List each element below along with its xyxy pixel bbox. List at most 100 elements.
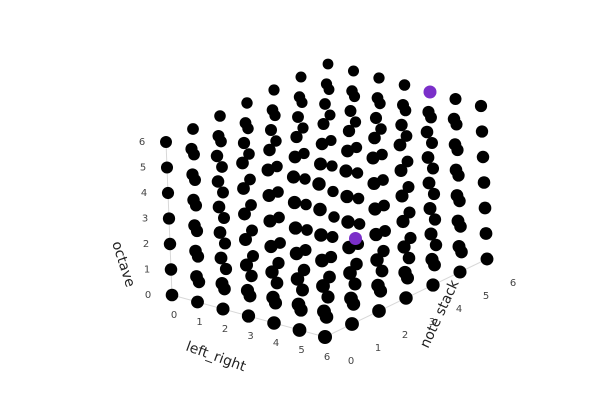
lattice-point[interactable] (371, 92, 384, 104)
lattice-point[interactable] (321, 290, 335, 304)
lattice-point[interactable] (218, 212, 230, 224)
lattice-point[interactable] (325, 134, 337, 147)
lattice-point[interactable] (326, 231, 339, 243)
lattice-point[interactable] (287, 195, 302, 210)
lattice-point[interactable] (370, 253, 384, 267)
lattice-point[interactable] (216, 161, 228, 173)
lattice-point[interactable] (478, 201, 492, 215)
lattice-point[interactable] (314, 157, 327, 171)
lattice-point[interactable] (393, 138, 407, 152)
lattice-point[interactable] (449, 163, 463, 177)
lattice-point[interactable] (345, 317, 359, 331)
lattice-point[interactable] (211, 175, 225, 188)
highlighted-point[interactable] (349, 232, 362, 245)
lattice-point[interactable] (420, 125, 434, 139)
lattice-point[interactable] (164, 263, 178, 276)
lattice-point[interactable] (396, 214, 410, 229)
lattice-point[interactable] (315, 137, 329, 151)
lattice-point[interactable] (289, 246, 304, 261)
lattice-point[interactable] (398, 265, 412, 280)
lattice-point[interactable] (299, 173, 311, 185)
lattice-point[interactable] (474, 99, 488, 113)
lattice-point[interactable] (237, 136, 251, 150)
lattice-point[interactable] (375, 264, 389, 278)
lattice-point[interactable] (426, 278, 440, 292)
lattice-point[interactable] (348, 277, 362, 291)
lattice-point[interactable] (424, 227, 438, 241)
lattice-point[interactable] (369, 111, 383, 125)
lattice-point[interactable] (286, 170, 301, 184)
lattice-point[interactable] (324, 109, 336, 121)
lattice-point[interactable] (422, 105, 435, 119)
lattice-point[interactable] (191, 295, 204, 309)
lattice-point[interactable] (402, 181, 415, 193)
lattice-point[interactable] (423, 202, 437, 215)
lattice-point[interactable] (475, 125, 489, 138)
lattice-point[interactable] (163, 237, 177, 251)
lattice-point[interactable] (371, 278, 385, 293)
lattice-point[interactable] (214, 251, 228, 265)
lattice-point[interactable] (160, 161, 174, 174)
lattice-point[interactable] (165, 288, 179, 302)
lattice-point[interactable] (317, 304, 331, 319)
lattice-point[interactable] (313, 202, 327, 217)
lattice-point[interactable] (368, 202, 382, 216)
highlighted-point[interactable] (423, 85, 437, 99)
lattice-point[interactable] (327, 185, 339, 198)
lattice-point[interactable] (426, 137, 438, 149)
lattice-point[interactable] (368, 131, 381, 145)
lattice-point[interactable] (427, 187, 441, 201)
lattice-point[interactable] (290, 130, 303, 144)
lattice-point[interactable] (265, 265, 279, 279)
lattice-point[interactable] (210, 149, 224, 163)
lattice-point[interactable] (212, 200, 226, 214)
lattice-point[interactable] (160, 136, 172, 148)
lattice-point[interactable] (300, 198, 312, 211)
lattice-point[interactable] (266, 104, 279, 116)
lattice-point[interactable] (267, 316, 281, 330)
lattice-point[interactable] (369, 227, 383, 242)
lattice-point[interactable] (373, 72, 385, 84)
lattice-point[interactable] (190, 270, 203, 283)
lattice-point[interactable] (292, 111, 304, 123)
lattice-point[interactable] (272, 256, 285, 270)
lattice-point[interactable] (263, 214, 277, 228)
lattice-point[interactable] (400, 130, 413, 142)
lattice-point[interactable] (322, 58, 334, 70)
lattice-point[interactable] (347, 65, 360, 77)
lattice-point[interactable] (425, 252, 439, 267)
lattice-point[interactable] (291, 297, 306, 312)
lattice-point[interactable] (245, 199, 257, 211)
lattice-point[interactable] (429, 238, 443, 252)
lattice-point[interactable] (292, 323, 307, 337)
lattice-point[interactable] (245, 269, 258, 283)
lattice-point[interactable] (422, 176, 436, 190)
lattice-point[interactable] (237, 182, 250, 195)
lattice-point[interactable] (239, 258, 254, 272)
lattice-point[interactable] (218, 237, 232, 250)
lattice-point[interactable] (447, 112, 461, 126)
lattice-point[interactable] (317, 117, 330, 131)
lattice-point[interactable] (244, 173, 256, 186)
lattice-point[interactable] (288, 150, 302, 164)
lattice-point[interactable] (346, 85, 358, 97)
lattice-point[interactable] (295, 71, 307, 83)
lattice-point[interactable] (270, 135, 282, 147)
lattice-point[interactable] (375, 123, 387, 135)
lattice-point[interactable] (266, 290, 280, 305)
lattice-point[interactable] (320, 78, 333, 90)
lattice-point[interactable] (476, 150, 490, 164)
lattice-point[interactable] (264, 239, 278, 254)
lattice-point[interactable] (215, 277, 229, 290)
lattice-point[interactable] (185, 142, 198, 156)
lattice-point[interactable] (367, 176, 381, 191)
lattice-point[interactable] (341, 144, 354, 158)
lattice-point[interactable] (339, 164, 353, 178)
lattice-point[interactable] (238, 207, 251, 221)
lattice-point[interactable] (290, 272, 305, 286)
lattice-point[interactable] (479, 227, 493, 240)
lattice-point[interactable] (477, 176, 491, 189)
lattice-point[interactable] (217, 186, 229, 199)
lattice-point[interactable] (316, 279, 330, 293)
lattice-point[interactable] (162, 212, 176, 225)
